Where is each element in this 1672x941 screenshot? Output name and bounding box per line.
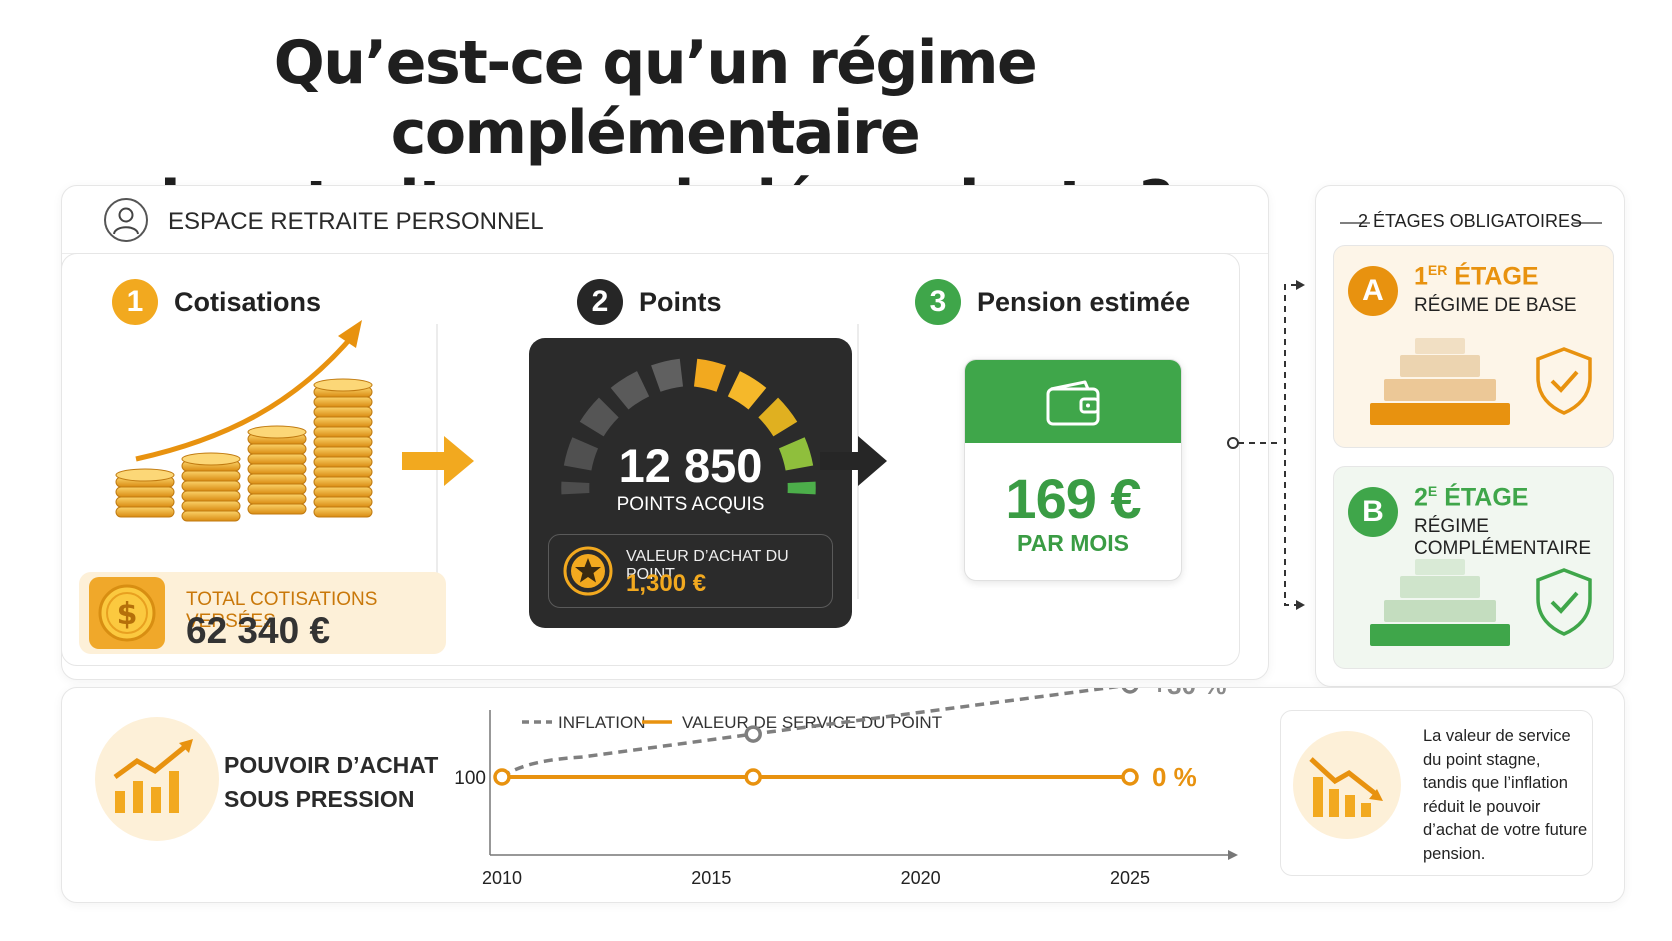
- step-number-2: 2: [577, 279, 623, 325]
- arrow-right-icon: [820, 436, 887, 486]
- series-point-1-1: [744, 768, 762, 786]
- tier-a-badge: A: [1348, 266, 1398, 316]
- step-label-points: Points: [639, 286, 722, 317]
- tiers-title: 2 ÉTAGES OBLIGATOIRES: [1357, 211, 1583, 231]
- step-number-3: 3: [915, 279, 961, 325]
- purchasing-power-panel: POUVOIR D’ACHAT SOUS PRESSION INFLATION …: [61, 687, 1625, 903]
- purchasing-power-title: POUVOIR D’ACHAT: [224, 752, 439, 778]
- title-rule: [1340, 222, 1602, 224]
- panel-header: ESPACE RETRAITE PERSONNEL: [62, 186, 1268, 254]
- series-end-label-1: 0 %: [1152, 762, 1197, 792]
- step-points: 2 Points: [577, 279, 722, 325]
- tier-b-subtitle: RÉGIME COMPLÉMENTAIRE: [1414, 516, 1592, 559]
- steps-panel: 1 Cotisations 2 Points 3 Pension estimée: [61, 253, 1240, 666]
- trend-up-chart-icon: [95, 717, 219, 841]
- tier-b-title: 2E ÉTAGE: [1414, 483, 1529, 512]
- series-point-1-2: [1121, 768, 1139, 786]
- series-point-1-0: [493, 768, 511, 786]
- chart-x-axis-arrow: [1228, 850, 1238, 860]
- points-value: 12 850: [618, 439, 763, 492]
- explanation-note: La valeur de service du point stagne, ta…: [1280, 710, 1593, 876]
- shield-check-icon: [1536, 347, 1592, 415]
- panel-header-label: ESPACE RETRAITE PERSONNEL: [168, 208, 544, 235]
- purchase-value-box: VALEUR D’ACHAT DU POINT 1,300 €: [548, 534, 833, 608]
- page-title-line-1: Qu’est-ce qu’un régime complémentaire: [273, 28, 1038, 168]
- pension-sub-label: PAR MOIS: [1016, 530, 1130, 556]
- x-tick-label-2010: 2010: [482, 868, 522, 888]
- total-contributions-box: $ TOTAL COTISATIONS VERSÉES 62 340 €: [79, 572, 446, 654]
- points-sub-label: POINTS ACQUIS: [616, 494, 765, 515]
- total-contributions-label: TOTAL COTISATIONS VERSÉES: [186, 589, 378, 632]
- dollar-coin-icon: $: [89, 577, 165, 649]
- inflation-line-chart: INFLATION VALEUR DE SERVICE DU POINT 100…: [454, 688, 1238, 888]
- mandatory-tiers-panel: 2 ÉTAGES OBLIGATOIRES A 1ER ÉTAGE RÉGIME…: [1315, 185, 1625, 687]
- x-tick-label-2020: 2020: [901, 868, 941, 888]
- pension-card-header: [965, 360, 1181, 443]
- star-coin-icon: [563, 546, 613, 596]
- x-tick-label-2015: 2015: [691, 868, 731, 888]
- step-pension: 3 Pension estimée: [915, 279, 1190, 325]
- pension-card: 169 € PAR MOIS: [964, 359, 1182, 581]
- series-line-0: [500, 688, 1121, 779]
- connector-lines: [1227, 280, 1305, 610]
- svg-text:$: $: [117, 597, 138, 632]
- pyramid-complementary-icon: [1370, 559, 1510, 646]
- step-label-pension: Pension estimée: [977, 286, 1191, 317]
- wallet-icon: [1046, 380, 1100, 426]
- purchasing-power-subtitle: SOUS PRESSION: [224, 786, 415, 812]
- series-point-0-1: [744, 725, 762, 743]
- points-gauge-card: 12 850 POINTS ACQUIS VALEUR D’ACHAT DU P…: [529, 338, 852, 628]
- total-contributions-value: 62 340 €: [186, 610, 331, 651]
- user-icon[interactable]: [104, 198, 148, 242]
- tier-a-title: 1ER ÉTAGE: [1414, 262, 1539, 291]
- step-number-1: 1: [112, 279, 158, 325]
- gauge-icon: [561, 358, 816, 495]
- tier-b-card: B 2E ÉTAGE RÉGIME COMPLÉMENTAIRE: [1333, 466, 1614, 669]
- explanation-note-text: La valeur de service du point stagne, ta…: [1423, 727, 1588, 863]
- series-end-label-0: +30 %: [1152, 688, 1226, 700]
- x-tick-label-2025: 2025: [1110, 868, 1150, 888]
- legend-label-inflation: INFLATION: [558, 713, 646, 732]
- pension-value: 169 €: [1005, 467, 1141, 530]
- coin-stacks-growth-icon: [115, 320, 373, 522]
- tier-a-subtitle: RÉGIME DE BASE: [1414, 295, 1577, 316]
- purchase-value-amount: 1,300 €: [626, 570, 707, 597]
- pyramid-base-icon: [1370, 338, 1510, 425]
- chart-y-value-label: 100: [454, 768, 486, 789]
- retirement-space-panel: ESPACE RETRAITE PERSONNEL 1 Cotisations …: [61, 185, 1269, 680]
- arrow-right-icon: [402, 436, 474, 486]
- chart-legend: INFLATION VALEUR DE SERVICE DU POINT: [522, 713, 942, 732]
- step-contributions: 1 Cotisations: [112, 279, 321, 325]
- purchase-value-label: VALEUR D’ACHAT DU POINT: [626, 548, 789, 583]
- tier-b-badge: B: [1348, 487, 1398, 537]
- trend-down-chart-icon: [1293, 731, 1401, 839]
- shield-check-icon: [1536, 568, 1592, 636]
- series-point-0-2: [1121, 688, 1139, 694]
- step-label-contributions: Cotisations: [174, 286, 322, 317]
- tier-a-card: A 1ER ÉTAGE RÉGIME DE BASE: [1333, 245, 1614, 448]
